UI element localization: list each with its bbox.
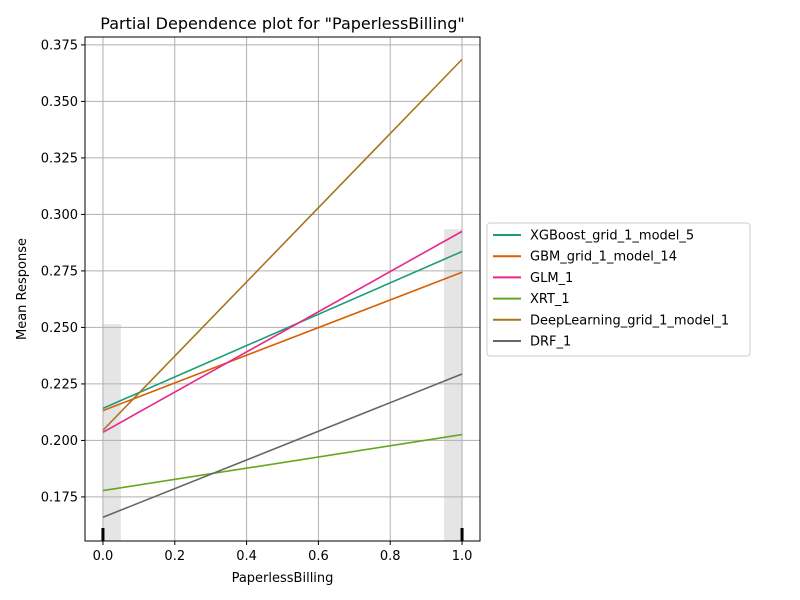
legend: XGBoost_grid_1_model_5 GBM_grid_1_model_1…: [486, 222, 751, 357]
y-tick-label-1: 0.200: [41, 434, 78, 449]
grid-lines: [85, 37, 480, 541]
y-ticks: 0.175 0.200 0.225 0.250 0.275 0.300 0.325 0.350…: [41, 38, 85, 505]
legend-label-1: GBM_grid_1_model_14: [530, 250, 677, 265]
x-tick-label-0: 0.0: [93, 549, 114, 564]
x-tick-label-5: 1.0: [452, 549, 473, 564]
y-tick-label-2: 0.225: [41, 377, 78, 392]
y-tick-label-7: 0.350: [41, 95, 78, 110]
series-lines: [102, 58, 463, 519]
legend-label-5: DRF_1: [530, 335, 571, 350]
y-tick-label-8: 0.375: [41, 38, 78, 53]
x-tick-label-2: 0.4: [236, 549, 257, 564]
y-tick-label-5: 0.300: [41, 208, 78, 223]
plot-frame: [84, 36, 481, 542]
series-line-2: [102, 230, 463, 433]
legend-label-0: XGBoost_grid_1_model_5: [530, 229, 694, 244]
series-line-3: [102, 433, 463, 492]
legend-label-3: XRT_1: [530, 292, 570, 307]
y-tick-label-3: 0.250: [41, 321, 78, 336]
y-tick-label-4: 0.275: [41, 264, 78, 279]
series-line-0: [102, 250, 463, 410]
histogram-bar-0: [102, 324, 121, 541]
y-tick-label-6: 0.325: [41, 151, 78, 166]
y-tick-label-0: 0.175: [41, 490, 78, 505]
legend-label-4: DeepLearning_grid_1_model_1: [530, 313, 729, 328]
chart-title: Partial Dependence plot for "PaperlessBi…: [100, 14, 464, 33]
y-axis-label: Mean Response: [15, 238, 30, 340]
x-tick-label-4: 0.8: [380, 549, 401, 564]
legend-label-2: GLM_1: [530, 271, 573, 286]
histogram-bar-1: [444, 229, 463, 542]
x-tick-label-1: 0.2: [164, 549, 185, 564]
series-line-4: [102, 58, 463, 431]
series-line-5: [102, 373, 463, 519]
histogram-bars: [102, 229, 463, 542]
rug-marks: [101, 528, 464, 541]
series-line-1: [102, 271, 463, 412]
x-tick-label-3: 0.6: [308, 549, 329, 564]
x-ticks: 0.0 0.2 0.4 0.6 0.8 1.0: [93, 541, 473, 564]
legend-box: [486, 222, 751, 357]
x-axis-label: PaperlessBilling: [232, 571, 334, 586]
